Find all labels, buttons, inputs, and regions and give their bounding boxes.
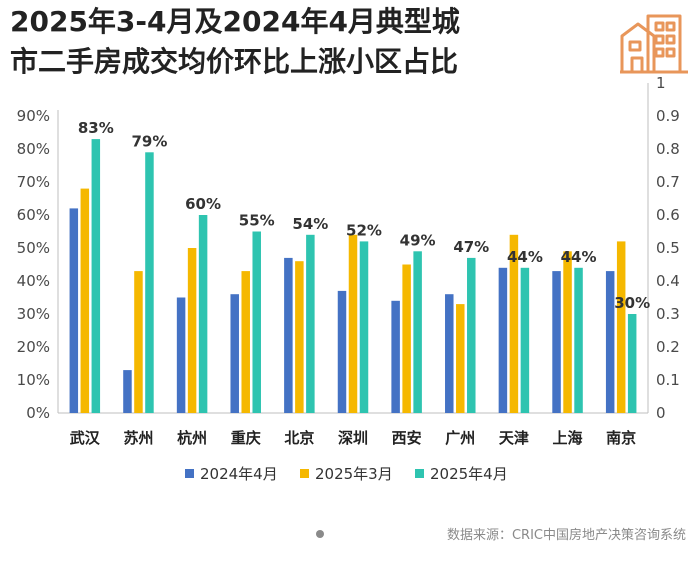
y-tick-label-right: 1 xyxy=(656,74,666,92)
y-tick-label-right: 0.9 xyxy=(656,107,680,125)
y-tick-label-left: 90% xyxy=(17,107,50,125)
bar-2 xyxy=(348,234,358,413)
x-tick-label: 苏州 xyxy=(123,429,153,447)
bar-2 xyxy=(616,241,626,413)
title-line-2: 市二手房成交均价环比上涨小区占比 xyxy=(10,45,459,78)
y-tick-label-left: 40% xyxy=(17,272,50,290)
y-tick-label-right: 0.5 xyxy=(656,239,680,257)
bar-3 xyxy=(252,231,261,413)
x-tick-label: 武汉 xyxy=(70,429,101,447)
legend-swatch xyxy=(185,469,194,478)
y-tick-label-right: 0.7 xyxy=(656,173,680,191)
x-tick-label: 广州 xyxy=(445,429,475,447)
y-tick-label-right: 0.1 xyxy=(656,371,680,389)
data-label: 55% xyxy=(239,212,275,230)
data-label: 79% xyxy=(132,132,168,150)
bar-3 xyxy=(520,267,530,413)
buildings-icon xyxy=(620,14,688,74)
legend-swatch xyxy=(300,469,309,478)
title-line-1: 2025年3-4月及2024年4月典型城 xyxy=(10,5,460,38)
x-tick-label: 北京 xyxy=(284,429,314,447)
legend-entry: 2024年4月 xyxy=(200,465,278,483)
x-tick-label: 上海 xyxy=(553,429,583,447)
y-tick-label-left: 50% xyxy=(17,239,50,257)
bar-1 xyxy=(284,257,293,413)
bar-1 xyxy=(498,267,508,413)
bar-1 xyxy=(605,271,615,413)
bar-2 xyxy=(456,304,465,413)
y-tick-label-right: 0.8 xyxy=(656,140,680,158)
data-label: 30% xyxy=(614,294,650,312)
bar-3 xyxy=(306,234,315,413)
bar-2 xyxy=(80,188,90,413)
bar-3 xyxy=(359,241,369,413)
bar-1 xyxy=(176,297,186,413)
data-label: 49% xyxy=(400,231,436,249)
data-label: 52% xyxy=(346,221,382,239)
y-tick-label-right: 0.4 xyxy=(656,272,680,290)
data-label: 44% xyxy=(561,248,597,266)
bar-1 xyxy=(230,294,239,413)
bar-1 xyxy=(391,300,400,413)
y-tick-label-right: 0.6 xyxy=(656,206,680,224)
y-tick-label-left: 10% xyxy=(17,371,50,389)
x-tick-label: 天津 xyxy=(499,429,529,447)
bar-3 xyxy=(145,152,154,414)
bar-1 xyxy=(69,208,79,413)
data-source: 数据来源：CRIC中国房地产决策咨询系统 xyxy=(446,528,686,543)
y-tick-label-left: 80% xyxy=(17,140,50,158)
y-tick-label-left: 0% xyxy=(26,404,50,422)
y-tick-label-left: 30% xyxy=(17,305,50,323)
x-tick-label: 西安 xyxy=(392,429,422,447)
bar-2 xyxy=(187,248,197,413)
y-tick-label-right: 0.2 xyxy=(656,338,680,356)
x-tick-label: 南京 xyxy=(606,429,636,447)
legend-entry: 2025年3月 xyxy=(315,465,393,483)
bar-1 xyxy=(552,271,561,413)
legend-entry: 2025年4月 xyxy=(430,465,508,483)
y-tick-label-left: 70% xyxy=(17,173,50,191)
bar-2 xyxy=(295,261,304,413)
bar-1 xyxy=(123,370,132,413)
bar-2 xyxy=(402,264,411,413)
page-title: 2025年3-4月及2024年4月典型城 市二手房成交均价环比上涨小区占比 xyxy=(10,2,610,82)
bar-2 xyxy=(509,234,519,413)
bar-3 xyxy=(413,251,422,413)
y-tick-label-right: 0 xyxy=(656,404,666,422)
bar-1 xyxy=(445,294,454,413)
y-tick-label-left: 60% xyxy=(17,206,50,224)
data-label: 83% xyxy=(78,119,114,137)
bar-2 xyxy=(563,251,572,413)
bar-2 xyxy=(134,271,143,413)
bar-3 xyxy=(91,139,101,413)
source-bullet xyxy=(316,530,324,538)
bar-1 xyxy=(337,290,347,413)
x-tick-label: 深圳 xyxy=(338,429,368,447)
data-label: 44% xyxy=(507,248,543,266)
data-label: 47% xyxy=(453,238,489,256)
data-label: 54% xyxy=(292,215,328,233)
x-tick-label: 杭州 xyxy=(177,429,207,447)
legend-swatch xyxy=(415,469,424,478)
y-tick-label-left: 20% xyxy=(17,338,50,356)
y-tick-label-right: 0.3 xyxy=(656,305,680,323)
bar-3 xyxy=(574,267,583,413)
bar-3 xyxy=(627,314,637,413)
bar-3 xyxy=(198,215,208,413)
x-tick-label: 重庆 xyxy=(231,429,261,447)
bar-2 xyxy=(241,271,250,413)
bar-3 xyxy=(467,257,476,413)
data-label: 60% xyxy=(185,195,221,213)
